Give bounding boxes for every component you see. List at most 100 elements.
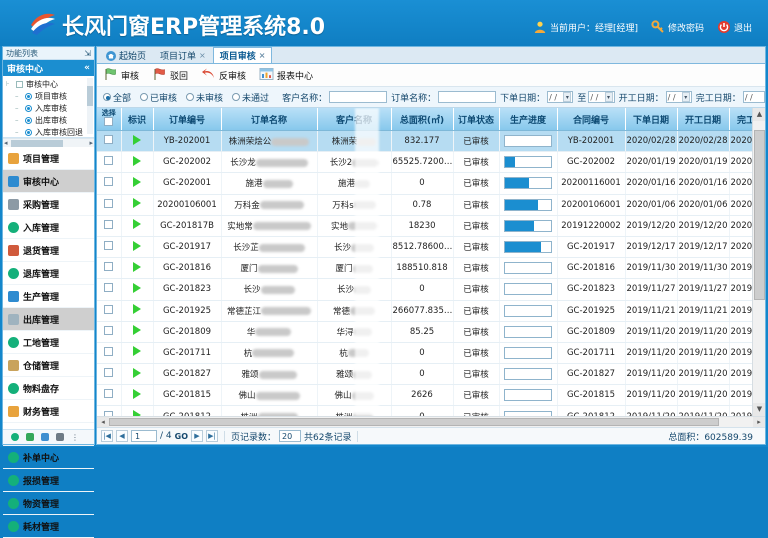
row-checkbox[interactable]: [104, 410, 114, 416]
row-checkbox[interactable]: [104, 304, 114, 314]
row-flag-cell[interactable]: [121, 300, 154, 322]
table-row[interactable]: GC-201827 雅颂 雅颂 0 已审核 GC-201827 2019/11/20 2019…: [97, 363, 765, 386]
printer-icon[interactable]: [56, 433, 64, 441]
tree-node-project-audit[interactable]: – 项目审核: [6, 90, 94, 102]
unaudit-button[interactable]: 反审核: [201, 67, 246, 84]
column-header-progress[interactable]: 生产进度: [499, 108, 558, 131]
end-date-input[interactable]: / /: [742, 91, 765, 103]
column-header-status[interactable]: 订单状态: [453, 108, 500, 131]
row-checkbox[interactable]: [104, 156, 114, 166]
page-size-input[interactable]: 20: [279, 430, 302, 442]
table-row[interactable]: GC-202002 长沙龙 长沙2 65525.7200… 已审核 GC-202002 20…: [97, 151, 765, 174]
row-flag-cell[interactable]: [121, 257, 154, 280]
last-page-button[interactable]: ▶|: [206, 430, 218, 442]
column-header-order-no[interactable]: 订单编号: [153, 108, 222, 131]
tree-horizontal-scrollbar[interactable]: ◂ ▸: [3, 138, 94, 147]
row-select-cell[interactable]: [97, 278, 122, 301]
row-select-cell[interactable]: [97, 321, 122, 343]
row-checkbox[interactable]: [104, 262, 114, 272]
row-flag-cell[interactable]: [121, 130, 154, 153]
row-flag-cell[interactable]: [121, 384, 154, 407]
scroll-left-arrow-icon[interactable]: ◂: [97, 417, 109, 427]
grid-scroll-thumb[interactable]: [754, 130, 765, 300]
go-button[interactable]: GO: [174, 431, 188, 441]
row-flag-cell[interactable]: [121, 172, 154, 195]
audit-button[interactable]: 审核: [103, 67, 139, 84]
table-row[interactable]: YB-202001 株洲荣烩公 株洲荣 832.177 已审核 YB-202001 2020…: [97, 130, 765, 153]
tree-node-inbound-audit-rollback[interactable]: – 入库审核回退: [6, 126, 94, 137]
row-flag-cell[interactable]: [121, 405, 154, 416]
reject-button[interactable]: 驳回: [152, 67, 188, 84]
row-flag-cell[interactable]: [121, 278, 154, 301]
sidebar-item-warehouse-return[interactable]: 退库管理: [3, 262, 94, 285]
row-checkbox[interactable]: [104, 368, 114, 378]
column-header-flag[interactable]: 标识: [121, 108, 154, 131]
table-row[interactable]: GC-201925 常德芷江 常德 266077.835… 已审核 GC-201925 20…: [97, 300, 765, 322]
sidebar-item-storage-management[interactable]: 仓储管理: [3, 354, 94, 377]
table-row[interactable]: GC-201812株洲株洲0已审核GC-2018122019/11/202019…: [97, 405, 765, 416]
sidebar-item-return-management[interactable]: 退货管理: [3, 239, 94, 262]
sidebar-item-outbound-management[interactable]: 出库管理: [3, 308, 94, 331]
scroll-left-arrow-icon[interactable]: ◂: [4, 139, 8, 147]
row-checkbox[interactable]: [104, 346, 114, 356]
row-flag-cell[interactable]: [121, 194, 154, 216]
sidebar-item-supplies-management[interactable]: 物资管理: [3, 492, 94, 515]
customer-name-input[interactable]: [329, 91, 388, 103]
change-password-button[interactable]: 修改密码: [651, 20, 704, 34]
table-row[interactable]: GC-201823 长沙 长沙 0 已审核 GC-201823 2019/11/27 2019…: [97, 278, 765, 301]
row-select-cell[interactable]: [97, 194, 122, 216]
sidebar-item-finance-management[interactable]: 财务管理: [3, 400, 94, 423]
row-select-cell[interactable]: [97, 236, 122, 259]
grid-hscroll-thumb[interactable]: [109, 418, 719, 426]
scroll-right-arrow-icon[interactable]: ▸: [753, 417, 765, 427]
page-number-input[interactable]: 1: [131, 430, 157, 442]
chevron-down-icon[interactable]: ▾: [681, 92, 690, 102]
row-flag-cell[interactable]: [121, 215, 154, 237]
order-date-from-input[interactable]: / / ▾: [547, 91, 574, 103]
table-row[interactable]: GC-201711 杭杭 0 已审核 GC-201711 2019/11/20 2019/1…: [97, 342, 765, 365]
column-header-start-date[interactable]: 开工日期: [677, 108, 730, 131]
row-select-cell[interactable]: [97, 342, 122, 365]
chevron-down-icon[interactable]: ▾: [604, 92, 613, 102]
row-select-cell[interactable]: [97, 384, 122, 407]
grid-horizontal-scrollbar[interactable]: ◂ ▸: [97, 416, 765, 427]
column-header-order-date[interactable]: 下单日期: [625, 108, 678, 131]
select-all-checkbox[interactable]: [104, 117, 114, 126]
column-header-customer[interactable]: 客户名称: [317, 108, 392, 131]
row-select-cell[interactable]: [97, 172, 122, 195]
report-center-button[interactable]: 报表中心: [259, 67, 313, 84]
tab-home[interactable]: 起始页: [99, 47, 153, 63]
order-date-to-input[interactable]: / / ▾: [588, 91, 615, 103]
radio-all[interactable]: 全部: [103, 91, 131, 104]
row-select-cell[interactable]: [97, 130, 122, 153]
row-checkbox[interactable]: [104, 198, 114, 208]
tree-node-root[interactable]: ⊦ 审核中心: [6, 78, 94, 90]
scroll-down-arrow-icon[interactable]: ▼: [753, 403, 765, 416]
row-checkbox[interactable]: [104, 241, 114, 251]
tree-expander-icon[interactable]: ⊦: [6, 80, 10, 88]
sidebar-item-purchase-management[interactable]: 采购管理: [3, 193, 94, 216]
next-page-button[interactable]: ▶: [191, 430, 203, 442]
row-checkbox[interactable]: [104, 135, 114, 145]
sidebar-pin-icon[interactable]: ⇲: [84, 48, 91, 58]
start-date-input[interactable]: / / ▾: [665, 91, 692, 103]
column-header-order-name[interactable]: 订单名称: [221, 108, 318, 131]
tree-vertical-scrollbar[interactable]: [87, 78, 93, 134]
row-select-cell[interactable]: [97, 257, 122, 280]
sidebar-item-project-management[interactable]: 项目管理: [3, 147, 94, 170]
sidebar-item-inbound-management[interactable]: 入库管理: [3, 216, 94, 239]
sidebar-item-consumable-management[interactable]: 耗材管理: [3, 515, 94, 538]
table-row[interactable]: GC-201816 厦门 厦门 188510.818 已审核 GC-201816 2019/…: [97, 257, 765, 280]
sidebar-item-material-inventory[interactable]: 物料盘存: [3, 377, 94, 400]
table-row[interactable]: GC-201817B 实地常 实地 18230 已审核 20191220002 2019/1…: [97, 215, 765, 237]
row-checkbox[interactable]: [104, 325, 114, 335]
row-flag-cell[interactable]: [121, 321, 154, 343]
tree-node-outbound-audit[interactable]: – 出库审核: [6, 114, 94, 126]
radio-unaudited[interactable]: 未审核: [186, 91, 223, 104]
more-icon[interactable]: ⋮: [71, 432, 79, 442]
sidebar-item-production-management[interactable]: 生产管理: [3, 285, 94, 308]
radio-not-passed[interactable]: 未通过: [232, 91, 269, 104]
prev-page-button[interactable]: ◀: [116, 430, 128, 442]
row-flag-cell[interactable]: [121, 236, 154, 259]
row-select-cell[interactable]: [97, 215, 122, 237]
